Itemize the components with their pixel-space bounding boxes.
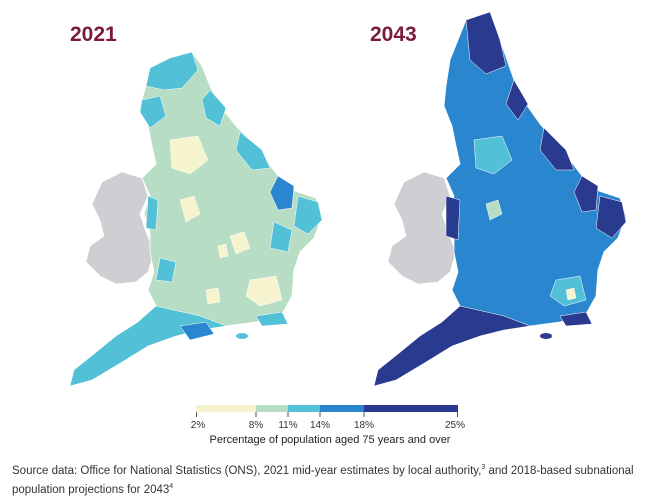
source-text: Source data: Office for National Statist… (12, 464, 482, 477)
source-ref-1: 3 (481, 464, 486, 471)
legend-band-1 (196, 405, 256, 412)
legend-tick-label: 25% (444, 420, 466, 431)
legend-band-3 (288, 405, 320, 412)
legend-tick-label: 14% (309, 420, 331, 431)
legend-color-bar (196, 405, 458, 412)
map-2021 (30, 0, 330, 400)
year-label-2021: 2021 (70, 23, 117, 46)
source-text-2: and 2018-based subnational population pr… (12, 464, 634, 496)
england-map-2021 (69, 51, 323, 387)
legend-tick-label: 18% (353, 420, 375, 431)
wales-region (85, 171, 155, 285)
england-map-2043 (373, 11, 627, 387)
legend-tick-marks (196, 412, 458, 417)
legend-band-4 (320, 405, 364, 412)
source-ref-2: 4 (169, 482, 174, 490)
year-label-2043: 2043 (370, 23, 417, 46)
legend-tick-label: 11% (278, 420, 298, 431)
legend-band-5 (364, 405, 458, 412)
legend-tick-label: 2% (190, 420, 206, 431)
legend-caption: Percentage of population aged 75 years a… (209, 434, 451, 446)
legend-band-2 (256, 405, 288, 412)
legend-tick-label: 8% (248, 420, 264, 431)
map-2043 (330, 0, 640, 400)
source-note: Source data: Office for National Statist… (12, 460, 642, 498)
wales-region (387, 171, 457, 285)
